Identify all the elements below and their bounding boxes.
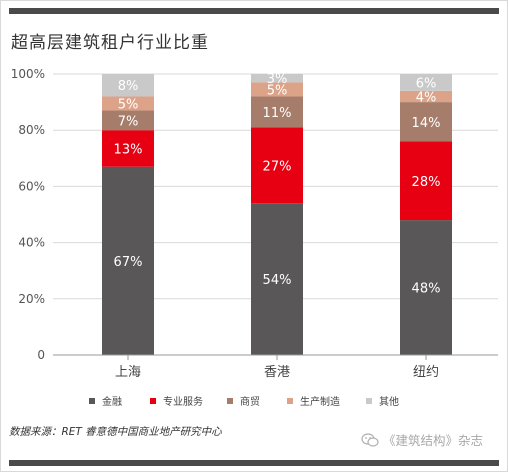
bar-segment: [251, 203, 303, 355]
legend-label: 生产制造: [300, 397, 340, 408]
legend-item: 金融: [89, 393, 122, 408]
legend-label: 其他: [379, 397, 399, 408]
legend-label: 专业服务: [163, 397, 203, 408]
bar-segment: [102, 96, 154, 111]
data-label: 5%: [267, 83, 288, 98]
bar-segment: [102, 74, 154, 97]
data-label: 3%: [267, 72, 288, 87]
data-label: 11%: [263, 106, 292, 121]
watermark-text: 《建筑结构》杂志: [382, 433, 483, 448]
y-tick-label: 100%: [11, 67, 45, 81]
y-tick-label: 40%: [18, 236, 45, 250]
wechat-icon: [361, 432, 379, 447]
bar-segment: [102, 110, 154, 131]
data-label: 14%: [412, 116, 441, 131]
legend-swatch: [366, 397, 372, 404]
data-label: 6%: [416, 76, 437, 91]
legend-item: 商贸: [227, 393, 260, 408]
bar-segment: [251, 96, 303, 128]
x-tick-label: 上海: [115, 365, 141, 380]
data-label: 5%: [118, 98, 139, 113]
bar-segment: [400, 90, 452, 103]
y-tick-label: 0: [37, 348, 45, 362]
bar-segment: [400, 102, 452, 142]
legend-item: 专业服务: [150, 393, 203, 408]
y-tick-label: 80%: [18, 123, 45, 137]
bar-segment: [251, 82, 303, 97]
bar-segment: [251, 127, 303, 204]
bar-segment: [102, 130, 154, 167]
data-label: 48%: [412, 282, 441, 297]
watermark: 《建筑结构》杂志: [361, 430, 483, 449]
data-label: 54%: [263, 273, 292, 288]
legend-item: 生产制造: [287, 393, 340, 408]
legend-swatch: [227, 397, 233, 404]
bottom-rule: [9, 460, 499, 466]
source-note: 数据来源：RET 睿意德中国商业地产研究中心: [9, 426, 222, 438]
y-tick-label: 60%: [18, 179, 45, 193]
bar-segment: [251, 74, 303, 83]
axes: 0 20% 40% 60% 80% 100% 上海 香港 纽约: [11, 67, 498, 380]
top-rule: [9, 8, 499, 14]
chart-title: 超高层建筑租户行业比重: [11, 33, 209, 53]
data-label: 27%: [263, 159, 292, 174]
stacked-bar-chart: 67%13%7%5%8%54%27%11%5%3%48%28%14%4%6% 0…: [11, 67, 498, 380]
data-label: 67%: [114, 255, 143, 270]
legend: 金融 专业服务 商贸 生产制造 其他: [1, 393, 508, 413]
legend-item: 其他: [366, 393, 399, 408]
legend-label: 商贸: [240, 397, 260, 408]
data-label: 13%: [114, 142, 143, 157]
legend-swatch: [150, 397, 156, 404]
data-labels: 67%13%7%5%8%54%27%11%5%3%48%28%14%4%6%: [114, 72, 441, 296]
bars: [102, 74, 452, 355]
bar-segment: [102, 166, 154, 355]
bar-segment: [400, 220, 452, 355]
legend-swatch: [89, 397, 95, 404]
data-label: 7%: [118, 114, 139, 129]
legend-swatch: [287, 397, 293, 404]
data-label: 4%: [416, 90, 437, 105]
bar-segment: [400, 74, 452, 91]
data-label: 8%: [118, 79, 139, 94]
data-label: 28%: [412, 175, 441, 190]
y-tick-label: 20%: [18, 292, 45, 306]
bar-segment: [400, 141, 452, 221]
x-tick-label: 香港: [264, 365, 290, 380]
legend-label: 金融: [102, 397, 122, 408]
x-tick-label: 纽约: [413, 365, 439, 380]
